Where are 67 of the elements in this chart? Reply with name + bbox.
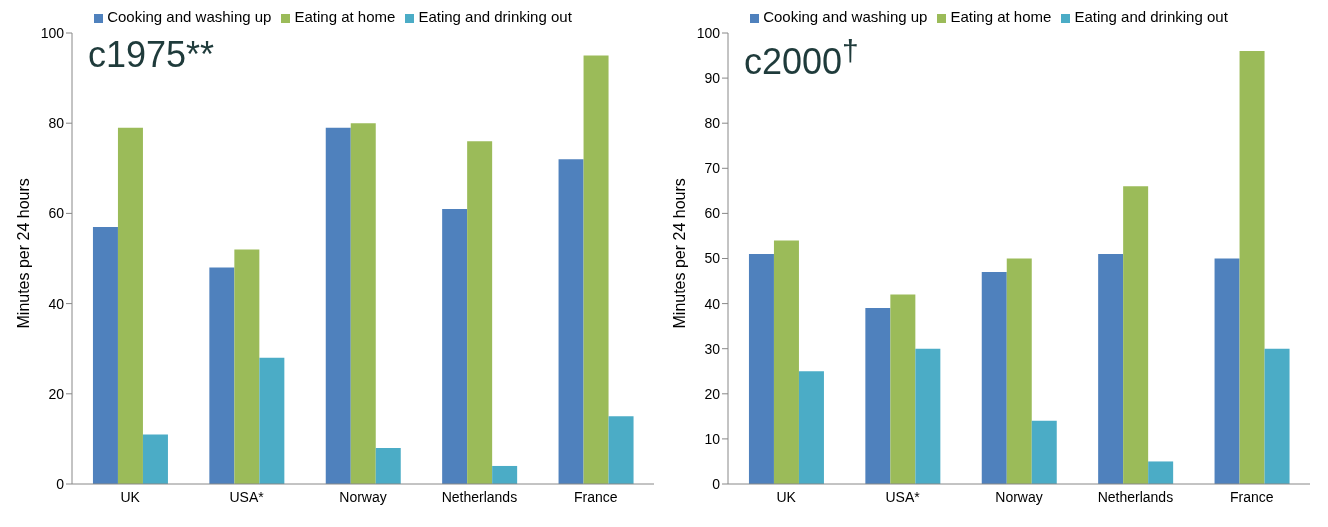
bar (798, 371, 824, 484)
y-tick-label: 50 (704, 250, 721, 267)
bar (1123, 186, 1149, 484)
bar (1031, 420, 1057, 484)
x-tick-label: Norway (995, 488, 1043, 505)
chart-title: c1975** (88, 34, 215, 76)
legend-label: Eating and drinking out (1074, 8, 1228, 25)
bar (981, 272, 1007, 484)
bar (558, 159, 584, 484)
x-tick-label: UK (776, 488, 797, 505)
bar (1214, 258, 1240, 484)
bar (608, 416, 634, 484)
y-axis-title: Minutes per 24 hours (670, 178, 688, 329)
x-tick-label: Norway (339, 488, 387, 505)
bar (234, 249, 260, 484)
bar (865, 308, 891, 484)
bar (492, 465, 518, 484)
y-tick-label: 100 (40, 24, 65, 41)
legend-label: Eating at home (950, 8, 1052, 25)
x-tick-label: UK (120, 488, 141, 505)
bar (92, 226, 118, 484)
y-tick-label: 100 (696, 24, 721, 41)
y-tick-label: 10 (704, 430, 721, 447)
bar (142, 434, 168, 484)
y-tick-label: 0 (712, 475, 721, 492)
x-tick-label: France (574, 488, 618, 505)
bar (773, 240, 799, 484)
bar (1098, 253, 1124, 484)
y-axis-title: Minutes per 24 hours (14, 178, 32, 329)
x-tick-label: USA* (885, 488, 921, 505)
x-tick-label: Netherlands (1097, 488, 1174, 505)
y-tick-label: 60 (704, 205, 721, 222)
bar (375, 447, 401, 484)
bar (1264, 348, 1290, 484)
bar (209, 267, 235, 484)
x-tick-label: Netherlands (441, 488, 518, 505)
y-tick-label: 70 (704, 160, 721, 177)
y-tick-label: 30 (704, 340, 721, 357)
bar (259, 357, 285, 484)
legend-label: Eating at home (294, 8, 396, 25)
bar (325, 127, 351, 484)
bar (915, 348, 941, 484)
legend-label: Cooking and washing up (763, 8, 928, 25)
y-tick-label: 20 (704, 385, 721, 402)
bar (1006, 258, 1032, 484)
bar (890, 294, 916, 484)
bar (467, 141, 493, 484)
bar (442, 208, 468, 484)
y-tick-label: 80 (704, 115, 721, 132)
y-tick-label: 40 (48, 295, 65, 312)
y-tick-label: 20 (48, 385, 65, 402)
bar (748, 253, 774, 484)
bar (1148, 461, 1174, 484)
bar (583, 55, 609, 484)
bar (350, 123, 376, 484)
x-tick-label: France (1230, 488, 1274, 505)
legend-label: Cooking and washing up (107, 8, 272, 25)
y-tick-label: 0 (56, 475, 65, 492)
y-tick-label: 90 (704, 70, 721, 87)
legend-label: Eating and drinking out (418, 8, 572, 25)
x-tick-label: USA* (229, 488, 265, 505)
y-tick-label: 60 (48, 205, 65, 222)
y-tick-label: 80 (48, 115, 65, 132)
bar (1239, 51, 1265, 484)
bar (117, 127, 143, 484)
y-tick-label: 40 (704, 295, 721, 312)
chart-title: c2000$^{†}$ (744, 34, 859, 83)
